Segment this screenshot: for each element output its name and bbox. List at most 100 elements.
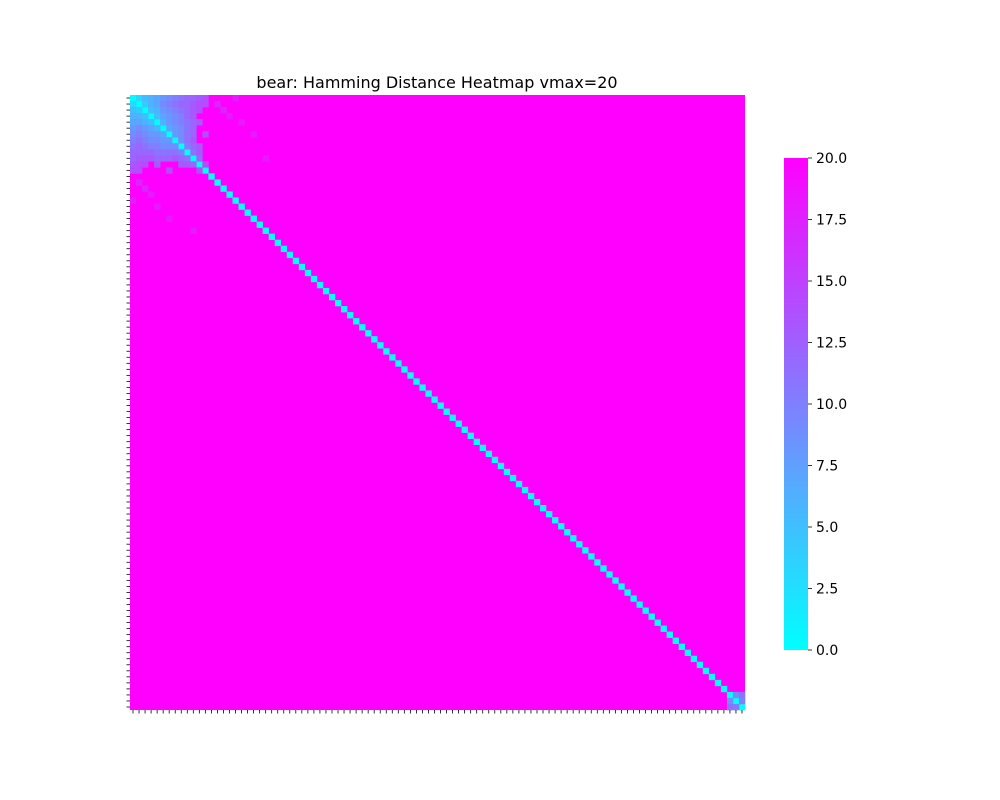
heatmap-cell xyxy=(136,155,143,162)
heatmap-cell xyxy=(154,113,161,120)
heatmap-cell xyxy=(371,336,378,343)
heatmap-cell xyxy=(461,426,468,433)
heatmap-cell xyxy=(184,125,191,132)
heatmap-cell xyxy=(178,125,185,132)
heatmap-cell xyxy=(431,396,438,403)
heatmap-cell xyxy=(148,191,155,198)
heatmap-cell xyxy=(648,613,655,620)
heatmap-cell xyxy=(726,691,734,699)
chart-title: bear: Hamming Distance Heatmap vmax=20 xyxy=(256,73,617,92)
heatmap-cell xyxy=(154,95,161,102)
heatmap-cell xyxy=(286,251,294,259)
heatmap-cell xyxy=(714,679,722,687)
heatmap-cell xyxy=(226,113,233,120)
heatmap-cell xyxy=(130,161,137,168)
heatmap-cell xyxy=(184,119,191,126)
x-axis-ticks xyxy=(132,710,743,714)
heatmap-cell xyxy=(491,456,499,464)
heatmap-cell xyxy=(160,107,167,114)
heatmap-cell xyxy=(142,161,149,168)
heatmap-cell xyxy=(172,137,179,144)
heatmap-cell xyxy=(154,125,161,132)
heatmap-cell xyxy=(708,673,716,681)
heatmap-cell xyxy=(335,300,342,307)
heatmap-cell xyxy=(540,505,547,512)
heatmap-cell xyxy=(238,203,245,210)
heatmap-cell xyxy=(172,119,179,126)
colorbar-tick-label: 2.5 xyxy=(816,582,838,598)
heatmap-cell xyxy=(172,143,179,150)
heatmap-cell xyxy=(130,101,137,108)
heatmap-cell xyxy=(678,643,686,651)
heatmap-cell xyxy=(130,125,137,132)
heatmap-cell xyxy=(618,583,625,590)
heatmap-cell xyxy=(184,101,191,108)
heatmap-cell xyxy=(190,95,197,102)
heatmap-cell xyxy=(172,95,179,102)
heatmap-cell xyxy=(196,107,203,114)
heatmap-cell xyxy=(726,697,734,705)
heatmap-cell xyxy=(190,101,197,108)
heatmap-cells xyxy=(130,95,746,711)
heatmap-cell xyxy=(178,161,185,168)
heatmap-cell xyxy=(148,149,155,156)
heatmap-cell xyxy=(328,293,336,301)
heatmap-cell xyxy=(178,101,185,108)
heatmap-cell xyxy=(130,131,137,138)
heatmap-cell xyxy=(467,432,474,439)
heatmap-cell xyxy=(136,95,143,102)
heatmap-cell xyxy=(178,143,185,150)
heatmap-cell xyxy=(564,529,571,536)
heatmap-cell xyxy=(178,95,185,102)
heatmap-cell xyxy=(666,631,673,638)
heatmap-cell xyxy=(190,107,197,114)
heatmap-cell xyxy=(485,450,493,458)
heatmap-cell xyxy=(630,595,637,602)
heatmap-cell xyxy=(226,191,233,198)
heatmap-cell xyxy=(509,474,517,482)
heatmap-cell xyxy=(166,101,173,108)
heatmap-cell xyxy=(365,330,372,337)
heatmap-cell xyxy=(130,107,137,114)
heatmap-cell xyxy=(142,149,149,156)
heatmap-cell xyxy=(558,523,565,530)
heatmap-cell xyxy=(136,119,143,126)
heatmap-cell xyxy=(178,107,185,114)
heatmap-cell xyxy=(136,149,143,156)
heatmap-cell xyxy=(202,101,209,108)
heatmap-cell xyxy=(202,95,209,102)
heatmap-cell xyxy=(166,167,173,174)
heatmap-cell xyxy=(178,131,185,138)
heatmap-cell xyxy=(250,131,257,138)
heatmap-cell xyxy=(196,167,203,174)
heatmap-cell xyxy=(262,227,269,234)
heatmap-cell xyxy=(166,155,173,162)
heatmap-cell xyxy=(160,143,167,150)
heatmap-cell xyxy=(407,372,414,379)
heatmap-cell xyxy=(166,125,173,132)
heatmap-cell xyxy=(178,137,185,144)
heatmap-cell xyxy=(160,137,167,144)
heatmap-cell xyxy=(160,125,167,132)
heatmap-cell xyxy=(130,143,137,150)
colorbar-tick-label: 10.0 xyxy=(816,397,847,413)
heatmap-cell xyxy=(166,131,173,138)
heatmap-cell xyxy=(130,197,137,204)
heatmap-cell xyxy=(570,535,577,542)
heatmap-cell xyxy=(395,360,402,367)
colorbar-gradient xyxy=(784,158,808,650)
heatmap-cell xyxy=(142,185,149,192)
heatmap-cell xyxy=(202,167,209,174)
heatmap-cell xyxy=(624,589,631,596)
heatmap-cell xyxy=(503,468,511,476)
heatmap-cell xyxy=(172,107,179,114)
heatmap-cell xyxy=(726,703,734,711)
heatmap-cell xyxy=(136,161,143,168)
heatmap-cell xyxy=(280,245,288,253)
y-axis-ticks xyxy=(126,97,130,708)
heatmap-cell xyxy=(304,269,312,277)
heatmap-cell xyxy=(377,342,384,349)
heatmap-cell xyxy=(154,155,161,162)
heatmap-cell xyxy=(178,155,185,162)
heatmap-cell xyxy=(184,143,191,150)
